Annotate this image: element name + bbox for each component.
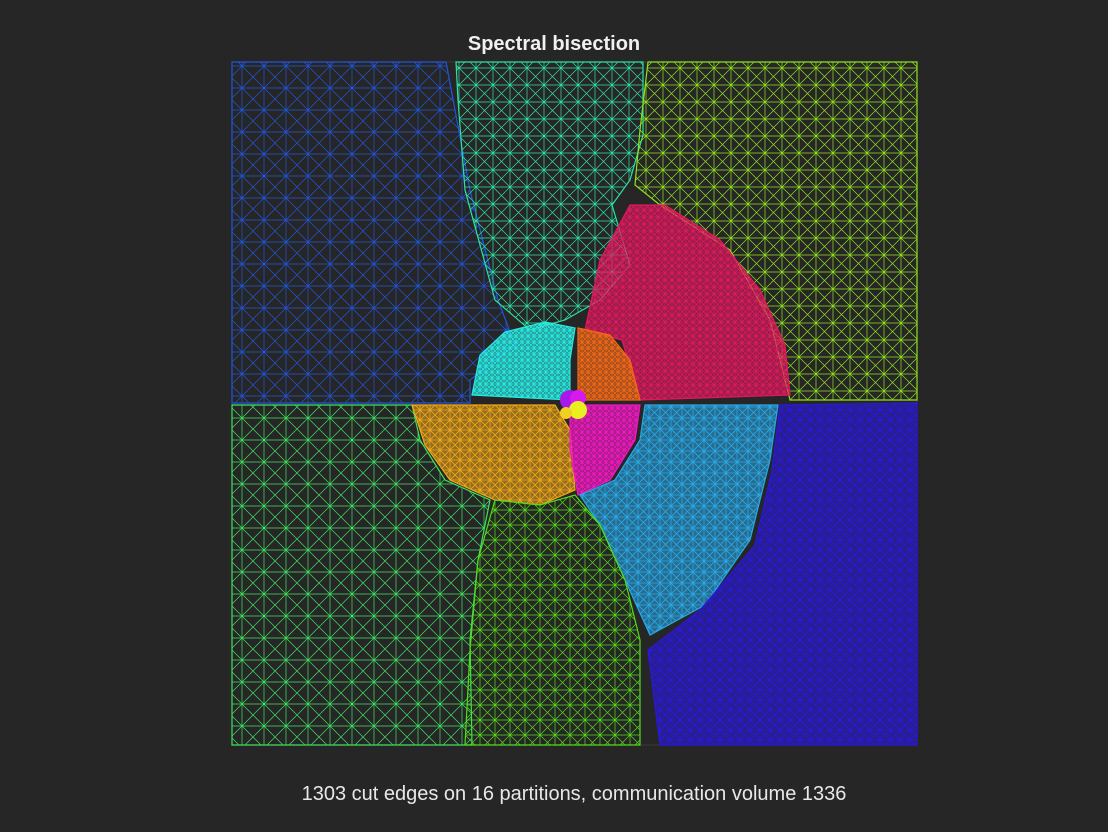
figure-title: Spectral bisection <box>467 33 641 55</box>
partition-bottom-left <box>231 404 491 746</box>
partition-magenta <box>569 404 641 496</box>
partition-bottom-center <box>464 494 641 746</box>
partition-centre-yellow <box>569 401 587 419</box>
partition-orange-red <box>577 327 641 401</box>
partition-light-blue <box>579 404 779 636</box>
partition-bottom-right <box>647 402 918 746</box>
partition-pink <box>584 204 791 401</box>
partition-centre-gold <box>560 407 572 419</box>
figure-caption: 1303 cut edges on 16 partitions, communi… <box>301 783 847 805</box>
